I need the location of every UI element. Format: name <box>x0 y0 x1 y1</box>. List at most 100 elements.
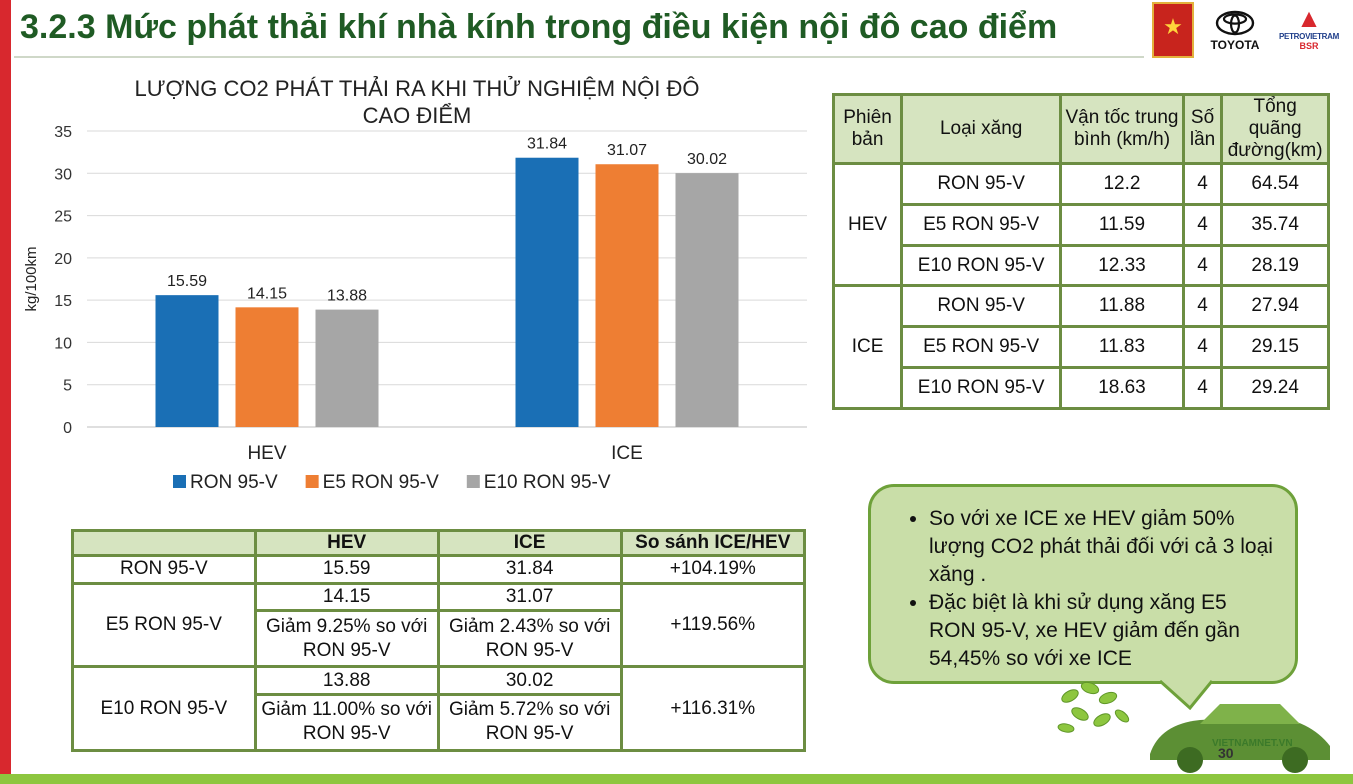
col-header-blank <box>71 529 257 557</box>
page-number: 30 <box>1218 745 1234 761</box>
key-findings-callout: So với xe ICE xe HEV giảm 50% lượng CO2 … <box>868 484 1298 684</box>
chart-title-line: LƯỢNG CO2 PHÁT THẢI RA KHI THỬ NGHIỆM NỘ… <box>135 76 700 101</box>
petro-logo-text: PETROVIETRAM <box>1279 32 1339 41</box>
speed-cell: 12.2 <box>1059 162 1185 206</box>
bsr-logo-text: BSR <box>1299 41 1319 51</box>
finding-bullet: Đặc biệt là khi sử dụng xăng E5 RON 95-V… <box>929 589 1279 673</box>
fuel-cell: RON 95-V <box>71 554 257 585</box>
petrovietnam-bsr-logo: ▲ PETROVIETRAM BSR <box>1272 4 1346 51</box>
site-watermark: VIETNAMNET.VN <box>1212 738 1293 749</box>
ice-note-cell: Giảm 5.72% so với RON 95-V <box>436 692 623 753</box>
fuel-cell: RON 95-V <box>900 162 1063 206</box>
col-header-fuel: Loại xăng <box>900 93 1063 165</box>
legend-swatch <box>305 475 319 488</box>
data-label: 30.02 <box>687 151 727 168</box>
runs-cell: 4 <box>1181 366 1224 410</box>
hev-value-cell: 15.59 <box>253 554 440 585</box>
y-tick-label: 10 <box>54 335 72 352</box>
partner-logos: ★ TOYOTA ▲ PETROVIETRAM BSR <box>1148 0 1348 62</box>
table-row: RON 95-V 15.59 31.84 +104.19% <box>71 554 807 585</box>
legend-label: RON 95-V <box>190 472 278 493</box>
table-header-row: Phiên bản Loại xăng Vận tốc trung bình (… <box>831 93 1330 165</box>
table-row: E5 RON 95-V 11.83 4 29.15 <box>834 325 1330 370</box>
ice-value-cell: 31.07 <box>436 581 623 613</box>
table-row: HEV RON 95-V 12.2 4 64.54 <box>831 161 1330 288</box>
distance-cell: 35.74 <box>1220 202 1330 247</box>
bar <box>675 173 739 427</box>
data-label: 31.84 <box>527 136 567 153</box>
fuel-cell: E5 RON 95-V <box>900 325 1063 370</box>
table-row: E10 RON 95-V 12.33 4 28.19 <box>834 243 1330 288</box>
star-icon: ★ <box>1163 14 1183 39</box>
version-cell: HEV <box>831 161 904 288</box>
bar <box>515 157 579 427</box>
x-tick-label: ICE <box>611 443 643 464</box>
table-row: ICE RON 95-V 11.88 4 27.94 <box>831 284 1330 410</box>
car-silhouette-decoration <box>1150 704 1330 773</box>
hev-note-cell: Giảm 11.00% so với RON 95-V <box>253 692 440 753</box>
fuel-cell: RON 95-V <box>900 284 1063 329</box>
version-cell: ICE <box>831 284 904 410</box>
bar <box>595 164 659 427</box>
speed-cell: 11.83 <box>1059 325 1185 370</box>
ice-note-cell: Giảm 2.43% so với RON 95-V <box>436 609 623 669</box>
hev-value-cell: 13.88 <box>253 665 440 696</box>
distance-cell: 29.24 <box>1220 366 1330 410</box>
callout-tail <box>1158 680 1214 710</box>
data-label: 14.15 <box>247 285 287 302</box>
runs-cell: 4 <box>1181 284 1224 329</box>
emission-comparison-table: HEV ICE So sánh ICE/HEV RON 95-V 15.59 3… <box>71 529 807 753</box>
data-label: 13.88 <box>327 288 367 305</box>
fuel-cell: E10 RON 95-V <box>71 665 257 752</box>
bar <box>155 295 219 427</box>
col-header-ratio: So sánh ICE/HEV <box>619 529 807 557</box>
fuel-cell: E5 RON 95-V <box>71 581 257 669</box>
ratio-cell: +116.31% <box>619 665 807 752</box>
runs-cell: 4 <box>1181 325 1224 370</box>
leaf-cluster-decoration <box>1057 681 1130 733</box>
distance-cell: 64.54 <box>1220 162 1330 206</box>
col-header-ice: ICE <box>436 529 623 557</box>
y-axis-label: kg/100km <box>23 246 40 311</box>
distance-cell: 29.15 <box>1220 325 1330 370</box>
chart-title-line: CAO ĐIỂM <box>363 103 472 128</box>
toyota-emblem-icon <box>1215 10 1255 36</box>
legend-label: E10 RON 95-V <box>484 472 611 493</box>
y-tick-label: 15 <box>54 293 72 310</box>
ice-value-cell: 31.84 <box>436 554 623 585</box>
speed-cell: 11.88 <box>1059 284 1185 329</box>
toyota-logo: TOYOTA <box>1206 10 1264 52</box>
col-header-version: Phiên bản <box>831 93 904 165</box>
table-row: E10 RON 95-V 18.63 4 29.24 <box>834 366 1330 410</box>
speed-cell: 11.59 <box>1059 202 1185 247</box>
bottom-accent-bar <box>0 774 1353 784</box>
finding-bullet: So với xe ICE xe HEV giảm 50% lượng CO2 … <box>929 505 1279 589</box>
toyota-logo-text: TOYOTA <box>1210 38 1260 52</box>
ratio-cell: +119.56% <box>619 581 807 669</box>
y-tick-label: 35 <box>54 124 72 141</box>
table-row: E5 RON 95-V 11.59 4 35.74 <box>834 202 1330 247</box>
distance-cell: 28.19 <box>1220 243 1330 288</box>
slide-title: 3.2.3 Mức phát thải khí nhà kính trong đ… <box>20 8 1058 46</box>
speed-cell: 18.63 <box>1059 366 1185 410</box>
legend-swatch <box>173 475 186 488</box>
col-header-speed: Vận tốc trung bình (km/h) <box>1059 93 1185 165</box>
col-header-distance: Tổng quãng đường(km) <box>1220 93 1330 165</box>
data-label: 15.59 <box>167 273 207 290</box>
y-tick-label: 0 <box>63 420 72 437</box>
title-divider <box>14 56 1144 58</box>
fuel-cell: E10 RON 95-V <box>900 243 1063 288</box>
fuel-cell: E10 RON 95-V <box>900 366 1063 410</box>
x-tick-label: HEV <box>247 443 286 464</box>
co2-bar-chart: LƯỢNG CO2 PHÁT THẢI RA KHI THỬ NGHIỆM NỘ… <box>23 76 807 493</box>
col-header-hev: HEV <box>253 529 440 557</box>
y-tick-label: 20 <box>54 251 72 268</box>
distance-cell: 27.94 <box>1220 284 1330 329</box>
table-row: E5 RON 95-V 14.15 31.07 +119.56% <box>71 581 807 669</box>
table-row: Giảm 11.00% so với RON 95-V Giảm 5.72% s… <box>73 692 805 753</box>
flame-icon: ▲ <box>1296 3 1322 33</box>
runs-cell: 4 <box>1181 243 1224 288</box>
ice-value-cell: 30.02 <box>436 665 623 696</box>
university-seal-logo: ★ <box>1152 2 1194 58</box>
test-conditions-table: Phiên bản Loại xăng Vận tốc trung bình (… <box>831 93 1330 410</box>
